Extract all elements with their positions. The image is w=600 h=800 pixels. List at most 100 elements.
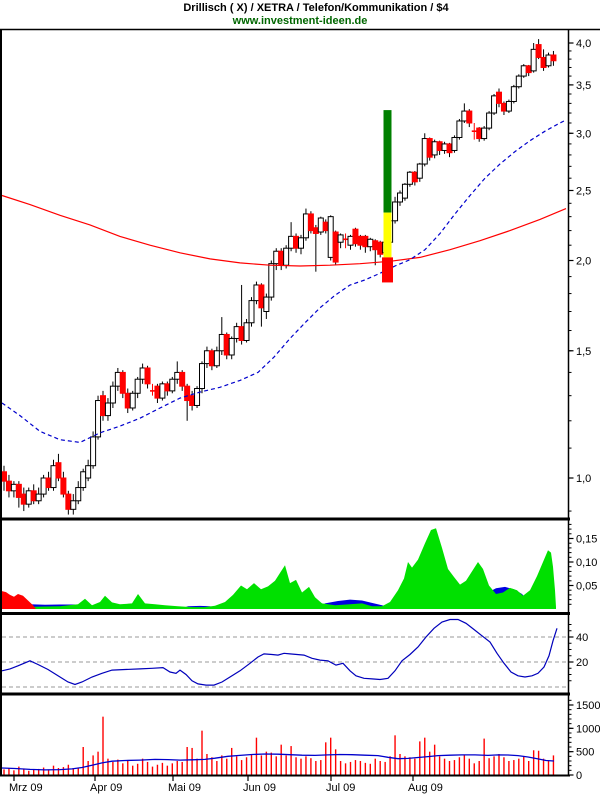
candle-up — [104, 402, 111, 417]
candle-up — [159, 383, 166, 399]
candle-up — [515, 75, 522, 88]
candle-up — [283, 247, 290, 266]
candle-down — [312, 227, 319, 234]
candle-up — [491, 95, 498, 114]
chart-subtitle-url: www.investment-ideen.de — [232, 15, 368, 27]
candle-down — [550, 54, 557, 62]
axis-tick-label: 500 — [576, 747, 594, 759]
month-label: Aug 09 — [408, 782, 443, 794]
axis-tick-label: 3,5 — [576, 80, 591, 92]
candle-up — [510, 86, 517, 102]
candle-down — [293, 235, 300, 249]
candle-up — [520, 65, 527, 77]
candle-down — [154, 385, 161, 399]
candle-down — [540, 56, 547, 68]
candle-up — [263, 296, 270, 313]
candle-down — [258, 284, 265, 309]
candle-up — [80, 471, 87, 489]
candle-down — [30, 490, 37, 502]
panel-divider — [0, 692, 570, 696]
candle-up — [194, 388, 201, 406]
candle-up — [85, 465, 92, 479]
candle-up — [456, 120, 463, 138]
candle-up — [486, 112, 493, 129]
candle-down — [1, 471, 7, 482]
candle-down — [307, 213, 314, 232]
candle-down — [238, 326, 245, 341]
signal-bar-red — [382, 257, 393, 283]
month-label: Mai 09 — [168, 782, 201, 794]
candle-up — [129, 392, 136, 409]
candle-down — [223, 333, 230, 356]
candle-up — [401, 183, 408, 199]
candle-up — [392, 201, 399, 222]
candle-down — [476, 127, 483, 140]
candle-down — [436, 141, 443, 151]
candle-down — [525, 65, 532, 74]
candle-down — [411, 171, 418, 183]
candle-up — [367, 238, 374, 248]
candle-up — [461, 110, 468, 122]
indicator-red-area — [2, 591, 36, 609]
candle-up — [134, 378, 141, 394]
candle-up — [545, 54, 552, 67]
candle-up — [50, 465, 57, 489]
panel-divider — [0, 612, 570, 615]
candle-down — [496, 91, 502, 104]
candle-down — [65, 493, 72, 510]
candle-up — [337, 234, 344, 243]
axis-tick-label: 4,0 — [576, 38, 591, 50]
axis-tick-label: 1,5 — [576, 346, 591, 358]
axis-tick-label: 3,0 — [576, 128, 591, 140]
axis-tick-label: 0,15 — [576, 534, 597, 546]
candle-down — [466, 110, 473, 124]
candle-down — [5, 480, 12, 492]
candle-down — [55, 462, 62, 479]
axis-tick-label: 1000 — [576, 723, 600, 735]
candle-up — [268, 263, 275, 298]
indicator-green-area — [2, 528, 556, 609]
candle-up — [481, 127, 488, 140]
candle-up — [416, 163, 423, 179]
candle-up — [431, 141, 438, 156]
candle-down — [184, 385, 191, 402]
candle-up — [421, 138, 428, 165]
axis-tick-label: 2,5 — [576, 185, 591, 197]
signal-bar-green — [383, 110, 392, 213]
candle-up — [218, 333, 225, 352]
axis-tick-label: 0,05 — [576, 581, 597, 593]
axis-tick-label: 2,0 — [576, 256, 591, 268]
candle-up — [174, 371, 181, 380]
candle-up — [90, 436, 97, 467]
candle-down — [20, 493, 27, 505]
candle-up — [169, 378, 176, 392]
candle-down — [332, 231, 339, 263]
plot-left-border — [0, 30, 2, 776]
month-label: Mrz 09 — [9, 782, 43, 794]
panel-divider — [0, 774, 570, 777]
candle-down — [372, 240, 379, 251]
candle-up — [139, 367, 146, 380]
candle-up — [505, 100, 512, 112]
candle-up — [70, 500, 77, 510]
candle-up — [317, 217, 324, 233]
candle-up — [40, 477, 47, 495]
month-label: Apr 09 — [90, 782, 122, 794]
candle-up — [441, 143, 448, 151]
candle-up — [233, 326, 240, 339]
candle-up — [243, 322, 250, 341]
candle-down — [144, 367, 151, 385]
candle-up — [109, 385, 116, 404]
candle-up — [35, 493, 42, 502]
candle-up — [273, 250, 280, 265]
candle-up — [397, 192, 403, 203]
candle-down — [426, 138, 433, 158]
axis-tick-label: 0,10 — [576, 557, 597, 569]
axis-tick-label: 1,0 — [576, 473, 591, 485]
candle-down — [164, 383, 171, 392]
candle-down — [500, 102, 507, 112]
candle-down — [60, 477, 67, 495]
month-label: Jul 09 — [326, 782, 355, 794]
candle-up — [451, 136, 458, 151]
candle-down — [179, 371, 186, 387]
